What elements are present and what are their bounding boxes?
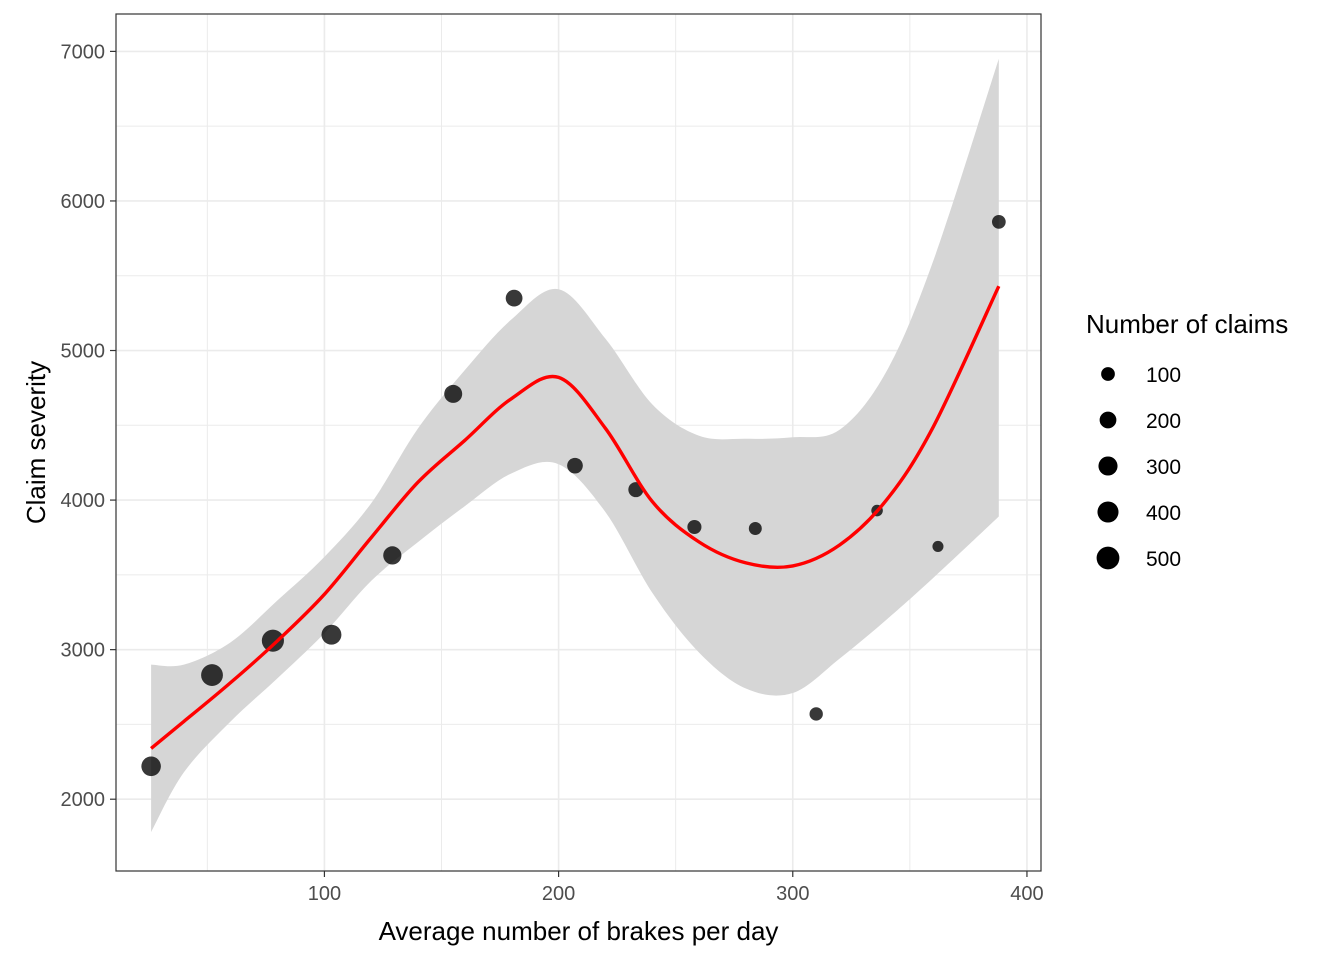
y-tick-label: 3000 [61,640,106,662]
legend-label: 500 [1146,548,1181,571]
data-point [141,756,161,777]
y-tick-label: 6000 [61,191,106,213]
data-point [321,624,342,645]
x-tick-label: 300 [776,883,809,905]
x-tick-label: 100 [308,883,341,905]
legend-label: 300 [1146,456,1181,479]
y-tick-label: 4000 [61,490,106,512]
legend: Number of claims 100 200 300 400 500 [1086,309,1288,571]
legend-title: Number of claims [1086,309,1288,339]
panel-border [115,13,1042,872]
confidence-band [151,58,999,833]
x-tick-label: 400 [1010,883,1043,905]
data-point [687,519,702,535]
data-point [991,215,1006,229]
y-axis: 2000 3000 4000 5000 6000 7000 [61,41,116,811]
data-point [932,540,944,552]
x-axis: 100 200 300 400 [308,871,1044,905]
data-point [444,384,463,403]
legend-items: 100 200 300 400 500 [1096,364,1181,571]
y-axis-title: Claim severity [21,361,51,524]
smooth-trend-line [150,285,1001,750]
legend-key-point [1097,501,1119,523]
data-point [201,664,223,686]
y-tick-label: 2000 [61,789,106,811]
plot-panel [115,13,1042,872]
data-point [748,522,762,535]
y-tick-label: 7000 [61,41,106,63]
data-point [567,457,583,474]
y-tick-label: 5000 [61,341,106,363]
legend-label: 100 [1146,364,1181,387]
data-point [383,546,402,565]
legend-key-point [1101,367,1115,381]
legend-label: 400 [1146,502,1181,525]
data-point [261,629,284,652]
legend-label: 200 [1146,410,1181,433]
legend-key-point [1096,546,1120,570]
legend-key-point [1098,456,1118,476]
data-point [505,289,523,307]
x-tick-label: 200 [542,883,575,905]
legend-key-point [1099,411,1117,429]
data-point [809,707,823,721]
x-axis-title: Average number of brakes per day [379,916,779,946]
